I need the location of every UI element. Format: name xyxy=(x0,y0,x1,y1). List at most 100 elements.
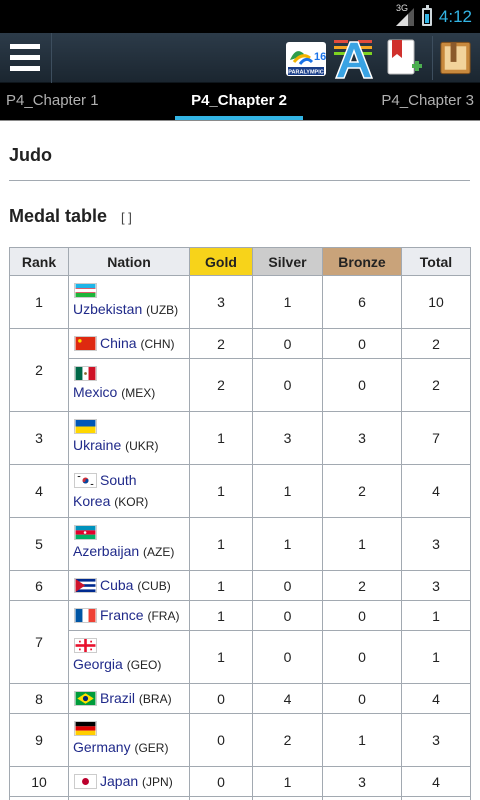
nation-code: (GER) xyxy=(134,741,169,755)
battery-icon xyxy=(422,5,432,26)
gold-cell: 3 xyxy=(189,275,253,329)
silver-cell: 0 xyxy=(252,570,323,601)
bronze-cell: 1 xyxy=(322,517,402,571)
table-row: 10 Japan (JPN) 0 1 3 4 xyxy=(9,766,471,797)
cuba-flag-icon xyxy=(74,578,97,594)
nation-cell: China (CHN) xyxy=(68,328,190,359)
table-row: 3 Ukraine (UKR) 1 3 3 7 xyxy=(9,411,471,465)
bronze-cell: 0 xyxy=(322,630,402,684)
total-cell: 2 xyxy=(401,328,471,359)
table-row: 1 Uzbekistan (UZB) 3 1 6 10 xyxy=(9,275,471,329)
mexico-flag-icon xyxy=(74,366,97,381)
nation-link[interactable]: Georgia xyxy=(73,656,123,672)
rank-cell: 8 xyxy=(9,683,69,714)
nation-link[interactable]: Germany xyxy=(73,739,131,755)
silver-cell: 1 xyxy=(252,766,323,797)
header-total: Total xyxy=(401,247,471,276)
nation-link[interactable]: South xyxy=(100,471,137,488)
nation-link[interactable]: Ukraine xyxy=(73,437,122,453)
bronze-cell: 0 xyxy=(322,328,402,359)
nation-link[interactable]: Uzbekistan xyxy=(73,301,143,317)
total-cell: 1 xyxy=(401,600,471,631)
ukraine-flag-icon xyxy=(74,419,97,434)
nation-code: (JPN) xyxy=(142,774,173,789)
rank-cell: 1 xyxy=(9,275,69,329)
table-row: Mexico (MEX) 2 0 0 2 xyxy=(10,358,471,412)
nation-link[interactable]: Mexico xyxy=(73,384,118,400)
page-title: Judo xyxy=(9,145,52,165)
total-cell: 10 xyxy=(401,275,471,329)
nation-code: (UZB) xyxy=(146,303,179,317)
section-edit-link[interactable]: [ ] xyxy=(121,210,132,225)
nation-link[interactable]: Cuba xyxy=(100,576,134,593)
status-clock: 4:12 xyxy=(438,7,472,26)
nation-cell: Ukraine (UKR) xyxy=(68,411,190,465)
gold-cell: 1 xyxy=(189,464,253,518)
nation-cell: Japan (JPN) xyxy=(68,766,190,797)
table-row xyxy=(9,796,471,800)
rank-cell: 5 xyxy=(9,517,69,571)
menu-icon-bar xyxy=(10,66,40,71)
nation-link[interactable]: France xyxy=(100,606,144,623)
nation-code: (CUB) xyxy=(137,578,171,593)
nation-link[interactable]: Korea xyxy=(73,492,111,509)
nation-link[interactable]: Azerbaijan xyxy=(73,543,140,559)
table-row: 4 South Korea (KOR) 1 1 2 4 xyxy=(9,464,471,518)
header-rank: Rank xyxy=(9,247,69,276)
table-row: 5 Azerbaijan (AZE) 1 1 1 3 xyxy=(9,517,471,571)
gold-cell: 0 xyxy=(189,766,253,797)
silver-cell: 1 xyxy=(252,517,323,571)
nation-code: (CHN) xyxy=(140,336,175,351)
silver-cell: 0 xyxy=(252,630,323,684)
nation-link[interactable]: China xyxy=(100,334,137,351)
tab-chapter-2[interactable]: P4_Chapter 2 xyxy=(191,92,287,109)
bronze-cell: 1 xyxy=(322,713,402,767)
nation-code: (MEX) xyxy=(121,386,156,400)
action-bar: 16 PARALYMPIC xyxy=(0,33,480,83)
gold-cell: 0 xyxy=(189,683,253,714)
add-bookmark-icon[interactable] xyxy=(382,36,426,80)
font-size-icon[interactable] xyxy=(332,36,376,80)
bronze-cell: 0 xyxy=(322,358,402,412)
silver-cell: 2 xyxy=(252,713,323,767)
azerbaijan-flag-icon xyxy=(74,525,97,540)
table-row: 7 France (FRA) 1 0 0 1 xyxy=(9,600,471,684)
table-row: 8 Brazil (BRA) 0 4 0 4 xyxy=(9,683,471,714)
active-tab-indicator xyxy=(175,116,303,120)
gold-cell: 2 xyxy=(189,328,253,359)
france-flag-icon xyxy=(74,608,97,624)
nation-code: (FRA) xyxy=(147,608,180,623)
tab-chapter-3[interactable]: P4_Chapter 3 xyxy=(381,92,474,109)
nation-link[interactable]: Japan xyxy=(100,772,139,789)
library-book-icon[interactable] xyxy=(432,36,476,80)
rank-cell: 2 xyxy=(9,328,69,412)
japan-flag-icon xyxy=(74,774,97,790)
tab-chapter-1[interactable]: P4_Chapter 1 xyxy=(6,92,99,109)
total-cell: 4 xyxy=(401,683,471,714)
medal-table: Rank Nation Gold Silver Bronze Total 1 U… xyxy=(9,247,471,800)
gold-cell: 1 xyxy=(189,411,253,465)
nation-cell: Azerbaijan (AZE) xyxy=(68,517,190,571)
bronze-cell: 2 xyxy=(322,464,402,518)
nation-cell: Cuba (CUB) xyxy=(68,570,190,601)
gold-cell: 2 xyxy=(189,358,253,412)
nation-cell: South Korea (KOR) xyxy=(68,464,190,518)
gold-cell: 1 xyxy=(189,600,253,631)
rank-cell: 9 xyxy=(9,713,69,767)
rank-cell: 3 xyxy=(9,411,69,465)
menu-button[interactable] xyxy=(0,33,52,83)
total-cell: 3 xyxy=(401,517,471,571)
nation-cell: Uzbekistan (UZB) xyxy=(68,275,190,329)
table-row: Georgia (GEO) 1 0 0 1 xyxy=(10,630,471,684)
nation-code: (AZE) xyxy=(143,545,175,559)
bronze-cell: 3 xyxy=(322,766,402,797)
total-cell: 4 xyxy=(401,464,471,518)
nation-link[interactable]: Brazil xyxy=(100,689,136,706)
chapter-tabs: P4_Chapter 1 P4_Chapter 2 P4_Chapter 3 xyxy=(0,83,480,120)
south-korea-flag-icon xyxy=(74,473,97,489)
svg-text:PARALYMPIC: PARALYMPIC xyxy=(288,70,323,76)
rio-2016-paralympic-logo-icon[interactable]: 16 PARALYMPIC xyxy=(284,36,328,80)
article-content[interactable]: Judo Medal table [ ] Rank Nation Gold Si… xyxy=(0,120,480,800)
uzbekistan-flag-icon xyxy=(74,283,97,298)
silver-cell: 0 xyxy=(252,328,323,359)
